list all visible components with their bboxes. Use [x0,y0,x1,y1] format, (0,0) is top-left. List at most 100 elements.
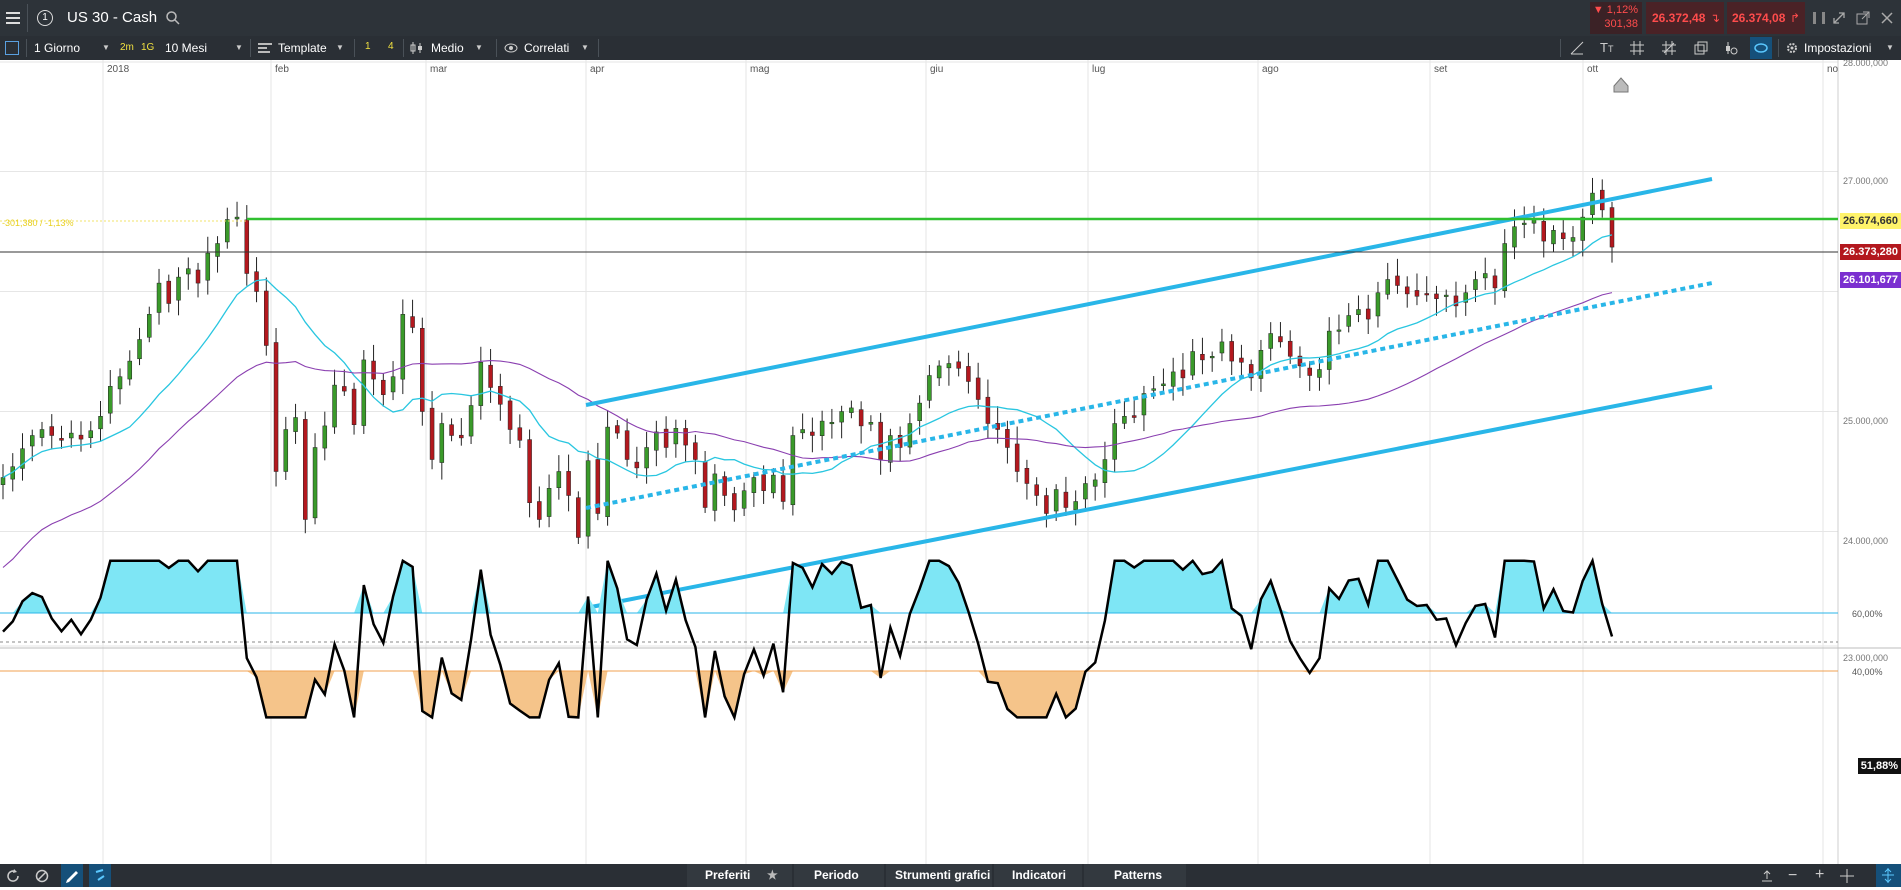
y-tick-label: 24.000,000 [1843,536,1888,546]
candle-up [741,490,747,509]
layout-1-button[interactable]: 1 [365,41,371,52]
search-icon[interactable] [165,10,181,26]
no-entry-icon[interactable] [35,869,49,883]
export-icon[interactable] [1760,869,1774,883]
channel-lower-line [585,385,1713,610]
buy-arrow-icon: ↱ [1790,11,1801,25]
template-select[interactable]: Template ▼ [278,36,350,60]
text-size-icon[interactable]: TT [1600,40,1614,55]
month-label: nov [1827,64,1843,75]
top-bar: 1 US 30 - Cash ▼ 1,12% 301,38 26.372,48 … [0,0,1901,36]
grid-icon[interactable] [1630,41,1644,55]
alert-icon[interactable] [1724,41,1738,55]
draw-line-icon[interactable] [1570,41,1584,55]
candle-down [1541,221,1546,242]
collapse-icon[interactable] [1832,11,1846,25]
candle-up [147,314,152,338]
candle-up [468,405,474,437]
candle-down [1044,495,1049,514]
info-icon[interactable]: 1 [37,10,53,26]
candle-up [108,386,113,414]
minimize-icon[interactable] [1812,11,1826,25]
candle-type-icon [410,41,424,55]
chart-type-select[interactable]: Medio ▼ [431,36,493,60]
chevron-down-icon: ▼ [336,43,344,52]
popout-icon[interactable] [1856,11,1870,25]
settings-label: Impostazioni [1804,41,1872,55]
candle-up [478,362,484,406]
candle-up [439,423,445,463]
quick-2m-button[interactable]: 2m [120,42,134,53]
close-icon[interactable] [1880,11,1894,25]
moving-average-slow [2,292,1613,568]
candle-down [1365,308,1371,320]
zoom-out-icon[interactable]: − [1788,867,1798,884]
tab-patterns[interactable]: Patterns [1084,864,1186,887]
menu-icon[interactable] [5,10,21,26]
crosshair-icon[interactable] [1840,869,1854,883]
layers-icon[interactable] [1694,41,1708,55]
month-label: giu [930,64,943,75]
tab-periodo-label: Periodo [814,868,859,882]
candle-down [459,434,464,439]
candle-up [1083,483,1088,500]
candle-down [273,342,279,472]
candle-up [673,428,679,445]
candle-down [381,379,386,395]
candle-up [1141,393,1147,416]
sell-button[interactable] [1646,2,1724,34]
pencil-icon[interactable] [61,864,83,887]
refresh-icon[interactable] [6,869,20,883]
timeframe-select[interactable]: 1 Giorno ▼ [34,36,114,60]
candle-down [1239,357,1244,363]
candle-up [1336,329,1342,332]
candle-up [605,426,610,518]
candle-up [98,416,103,430]
instrument-title[interactable]: US 30 - Cash [67,9,158,26]
tab-periodo[interactable]: Periodo [794,864,884,887]
price-chart[interactable]: 2018 feb mar apr mag giu lug ago set ott nov28.000… [0,60,1901,864]
candle-down [78,434,84,440]
candle-up [839,411,844,423]
sell-arrow-icon: ↴ [1710,11,1721,25]
tab-preferiti[interactable]: Preferiti ★ [687,864,792,887]
candle-up [800,429,805,434]
correlati-select[interactable]: Correlati ▼ [524,36,594,60]
layout-icon[interactable] [5,41,19,55]
crosshair-grid-icon[interactable] [1662,41,1676,55]
candle-up [332,384,337,428]
layout-4-button[interactable]: 4 [388,41,394,52]
zoom-in-icon[interactable]: + [1815,866,1825,883]
lasso-icon[interactable] [1750,37,1772,59]
candle-down [1297,355,1303,367]
magnet-icon[interactable] [89,864,111,887]
candle-up [1580,216,1585,241]
candle-down [507,400,513,430]
candle-down [1180,369,1186,379]
candle-up [88,430,94,438]
candle-up [225,219,230,243]
tab-strumenti-grafici[interactable]: Strumenti grafici [886,864,992,887]
candle-down [1200,354,1205,361]
buy-button[interactable] [1727,2,1805,34]
candle-down [517,427,523,441]
candle-down [59,438,64,441]
candle-down [761,474,766,491]
quick-1g-button[interactable]: 1G [141,42,155,53]
candle-up [186,268,191,275]
fit-icon[interactable] [1876,864,1901,887]
rsi-lower-label: 40,00% [1852,667,1883,677]
gear-icon[interactable] [1785,41,1799,55]
tab-indicatori[interactable]: Indicatori [994,864,1082,887]
candle-down [1395,275,1400,286]
template-icon [258,42,272,54]
range-select[interactable]: 10 Mesi ▼ [165,36,245,60]
template-label: Template [278,41,327,55]
settings-button[interactable]: Impostazioni ▼ [1804,36,1900,60]
candle-up [361,359,367,426]
candle-down [1034,484,1039,496]
candle-up [1209,356,1215,359]
candle-down [810,431,815,436]
moving-average-fast [2,234,1613,479]
rsi-overbought-fill [3,560,1612,613]
